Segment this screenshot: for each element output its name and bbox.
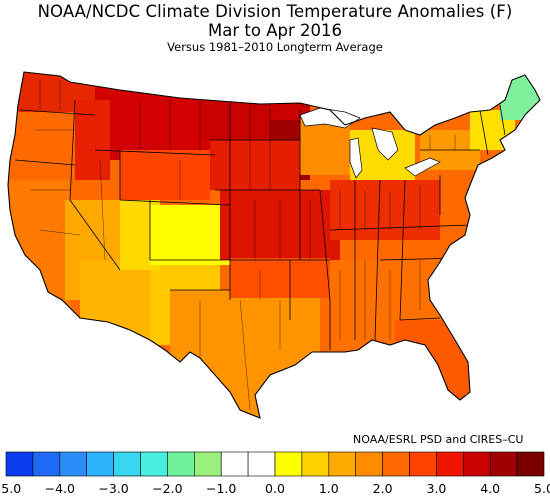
colorbar-tick-label: −1.0 (206, 481, 237, 496)
colorbar-cell (247, 451, 276, 477)
colorbar-cell (5, 451, 34, 477)
colorbar-cell (32, 451, 61, 477)
state-borders (14, 99, 506, 350)
colorbar-cell (489, 451, 518, 477)
colorbar-cell (220, 451, 249, 477)
colorbar-cell (140, 451, 168, 477)
colorbar-cell (274, 451, 303, 477)
lake-erie (404, 157, 441, 177)
colorbar-cell (328, 451, 356, 477)
south-dakota-region (210, 140, 300, 190)
colorbar-tick-label: 2.0 (372, 481, 393, 496)
lake-michigan (349, 137, 363, 179)
colorbar-tick-label: 0.0 (265, 481, 285, 496)
credit-text: NOAA/ESRL PSD and CIRES–CU (353, 433, 524, 446)
lake-huron (371, 127, 399, 161)
division-borders (30, 80, 456, 411)
wyoming-region (120, 150, 210, 200)
colorbar-cell (516, 451, 545, 477)
colorbar-cell (436, 451, 464, 477)
colorbar-tick-label: 3.0 (426, 481, 447, 496)
colorbar-cell (86, 451, 114, 477)
colorbar-cell (355, 451, 383, 477)
colorbar-cell (409, 451, 437, 477)
colorbar-cell (167, 451, 195, 477)
ohio-valley-region (330, 180, 440, 240)
colorbar-tick-label: −2.0 (152, 481, 183, 496)
idaho-region (75, 100, 110, 180)
map-title: NOAA/NCDC Climate Division Temperature A… (37, 2, 513, 21)
colorbar-tick-label: 5.0 (534, 481, 550, 496)
colorbar-cell (382, 451, 410, 477)
colorbar-cell (113, 451, 141, 477)
colorbar-cell (194, 451, 222, 477)
colorbar-tick-label: 4.0 (480, 481, 501, 496)
oklahoma-region (230, 258, 330, 298)
colorbar-tick-label: −3.0 (98, 481, 129, 496)
colorbar-cell (59, 451, 87, 477)
colorado-region (150, 205, 230, 265)
map-period: Mar to Apr 2016 (208, 21, 342, 40)
map-subtitle: Versus 1981–2010 Longterm Average (167, 40, 383, 54)
colorbar-tick-label: −4.0 (44, 481, 75, 496)
colorbar-cell (301, 451, 330, 477)
colorbar-tick-label: −5.0 (0, 481, 22, 496)
colorbar-tick-label: 1.0 (318, 481, 339, 496)
colorbar-cell (462, 451, 491, 477)
